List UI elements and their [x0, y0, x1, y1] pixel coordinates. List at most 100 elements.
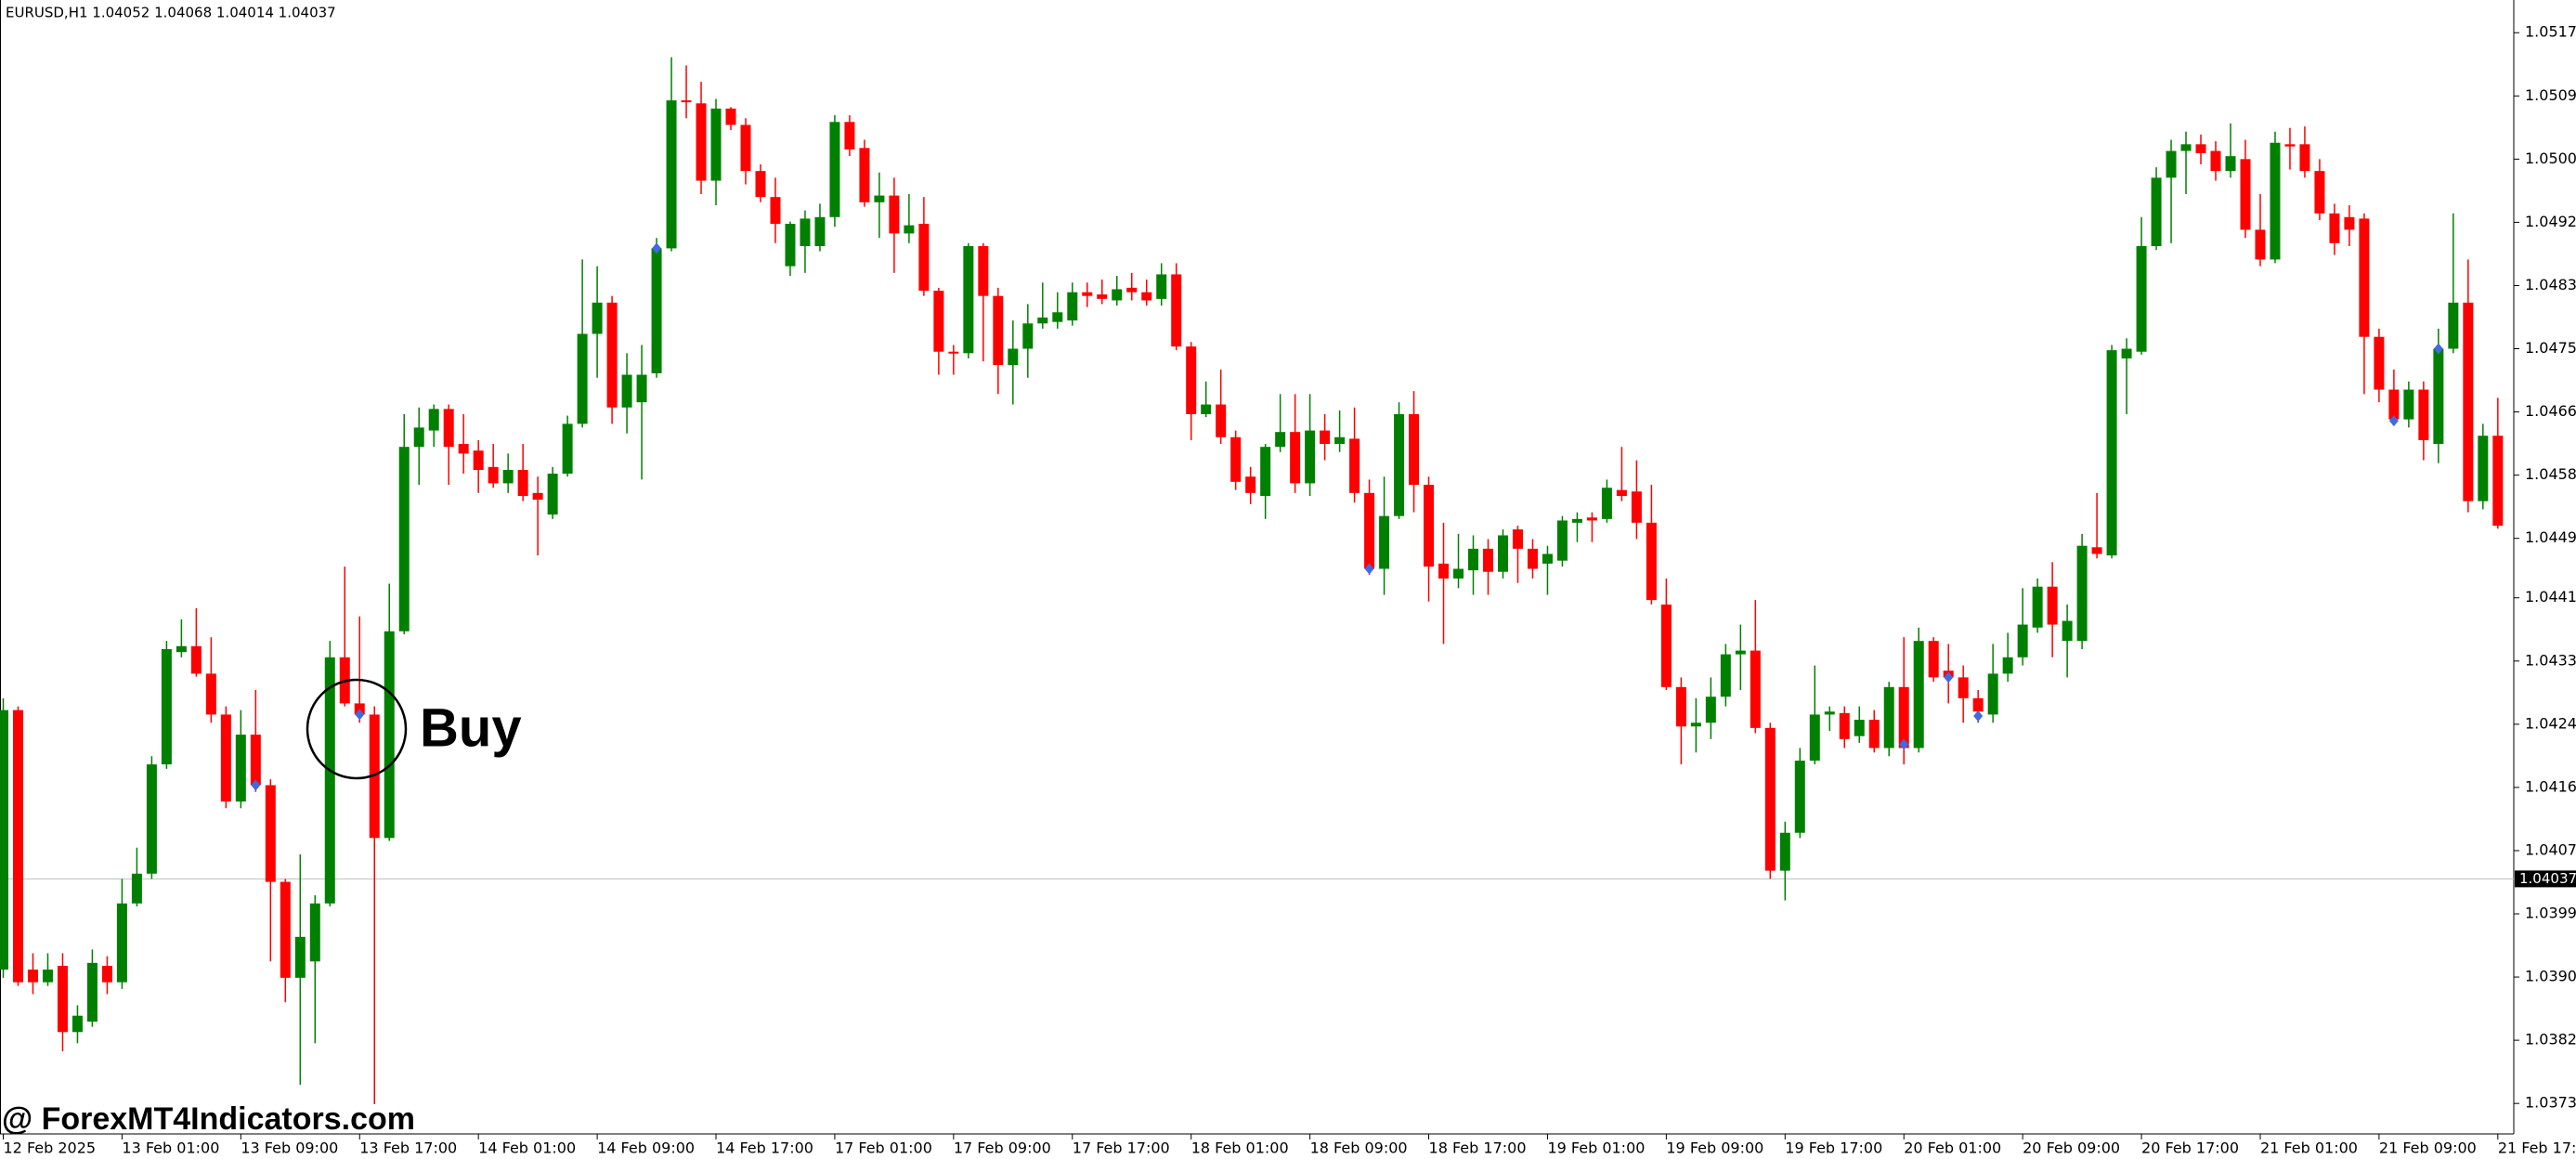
candle-body	[1779, 832, 1790, 871]
signal-marker	[1944, 671, 1954, 684]
candle-body	[1586, 517, 1597, 521]
candle-body	[1794, 761, 1805, 833]
candle-body	[1394, 413, 1405, 516]
y-tick-label: 1.04835	[2525, 276, 2576, 293]
candle-body	[1750, 650, 1761, 728]
x-tick-label: 14 Feb 09:00	[597, 1139, 695, 1157]
candle-body	[1453, 568, 1464, 579]
y-tick-label: 1.03990	[2525, 905, 2576, 922]
candle-body	[146, 764, 157, 874]
candle-body	[1542, 553, 1553, 564]
x-tick-label: 13 Feb 17:00	[359, 1139, 457, 1157]
candle-body	[829, 122, 840, 217]
candle-body	[1497, 535, 1508, 572]
candle-body	[636, 374, 647, 403]
candle-body	[2225, 156, 2236, 172]
candle-body	[1334, 436, 1346, 444]
candle-body	[1883, 686, 1894, 749]
y-tick-label: 1.04330	[2525, 651, 2576, 669]
candle-body	[1972, 697, 1984, 712]
candle-body	[1126, 287, 1138, 293]
candle-body	[2299, 144, 2310, 172]
candle-body	[1201, 404, 1212, 414]
candle-body	[2314, 171, 2325, 214]
candle-body	[2433, 348, 2444, 444]
candle-body	[502, 470, 514, 484]
candle-body	[859, 148, 870, 202]
candle-body	[190, 645, 202, 674]
x-tick-label: 13 Feb 01:00	[122, 1139, 219, 1157]
candle-body	[1037, 317, 1048, 324]
watermark: @ ForexMT4Indicators.com	[2, 1101, 415, 1137]
candle-body	[993, 295, 1004, 366]
candle-body	[517, 470, 528, 497]
candle-body	[1824, 711, 1835, 715]
candle-body	[2270, 142, 2281, 260]
candle-body	[725, 108, 736, 125]
candle-body	[2344, 216, 2355, 230]
candle-body	[1230, 436, 1242, 482]
candle-body	[369, 714, 380, 839]
candle-body	[1705, 697, 1716, 723]
x-tick-label: 17 Feb 09:00	[954, 1139, 1051, 1157]
candle-body	[309, 903, 320, 962]
candle-body	[2448, 302, 2459, 349]
y-tick-label: 1.03905	[2525, 968, 2576, 985]
candle-body	[413, 427, 424, 448]
signal-marker	[251, 779, 261, 791]
candle-body	[606, 302, 618, 408]
candle-body	[1868, 720, 1880, 749]
candle-body	[458, 443, 469, 454]
candle-body	[918, 223, 930, 292]
candle-body	[1483, 548, 1493, 572]
candle-body	[1112, 289, 1123, 301]
y-tick-label: 1.05175	[2525, 23, 2576, 41]
candle-body	[1008, 348, 1019, 366]
candle-body	[770, 197, 781, 224]
y-tick-label: 1.03820	[2525, 1031, 2576, 1048]
candle-body	[1409, 413, 1420, 486]
candle-body	[1987, 673, 1998, 715]
candle-body	[1631, 491, 1642, 523]
candle-body	[250, 735, 261, 786]
candle-body	[205, 673, 216, 715]
current-price-tag	[2515, 870, 2576, 888]
candle-body	[1275, 432, 1286, 448]
candle-body	[2210, 150, 2221, 172]
candle-body	[933, 291, 944, 352]
candle-body	[473, 450, 484, 471]
signal-marker	[355, 709, 365, 721]
y-tick-label: 1.04415	[2525, 588, 2576, 606]
x-tick-label: 20 Feb 01:00	[1904, 1139, 2001, 1157]
candle-body	[844, 122, 855, 150]
x-tick-label: 14 Feb 01:00	[478, 1139, 576, 1157]
candle-body	[27, 970, 38, 983]
candle-body	[1928, 641, 1939, 678]
candle-body	[2180, 144, 2192, 151]
candle-body	[294, 936, 306, 978]
candle-body	[1913, 641, 1924, 749]
candle-body	[1527, 548, 1538, 569]
candle-body	[1305, 430, 1316, 484]
candle-body	[577, 333, 588, 424]
x-tick-label: 12 Feb 2025	[4, 1139, 97, 1157]
candle-body	[2002, 657, 2013, 674]
candle-body	[755, 171, 766, 198]
candle-body	[874, 195, 885, 202]
candle-body	[2388, 389, 2400, 420]
candle-body	[1364, 492, 1375, 569]
candle-body	[86, 962, 98, 1022]
candle-body	[1379, 515, 1390, 569]
candle-body	[2195, 144, 2206, 153]
y-tick-label: 1.04245	[2525, 714, 2576, 732]
candle-body	[1349, 438, 1360, 493]
candle-body	[1735, 650, 1746, 655]
x-tick-label: 18 Feb 01:00	[1191, 1139, 1289, 1157]
candle-body	[978, 246, 989, 296]
candle-body	[651, 248, 662, 373]
candle-body	[2121, 348, 2132, 358]
candle-body	[1320, 430, 1331, 444]
candle-body	[324, 657, 335, 904]
